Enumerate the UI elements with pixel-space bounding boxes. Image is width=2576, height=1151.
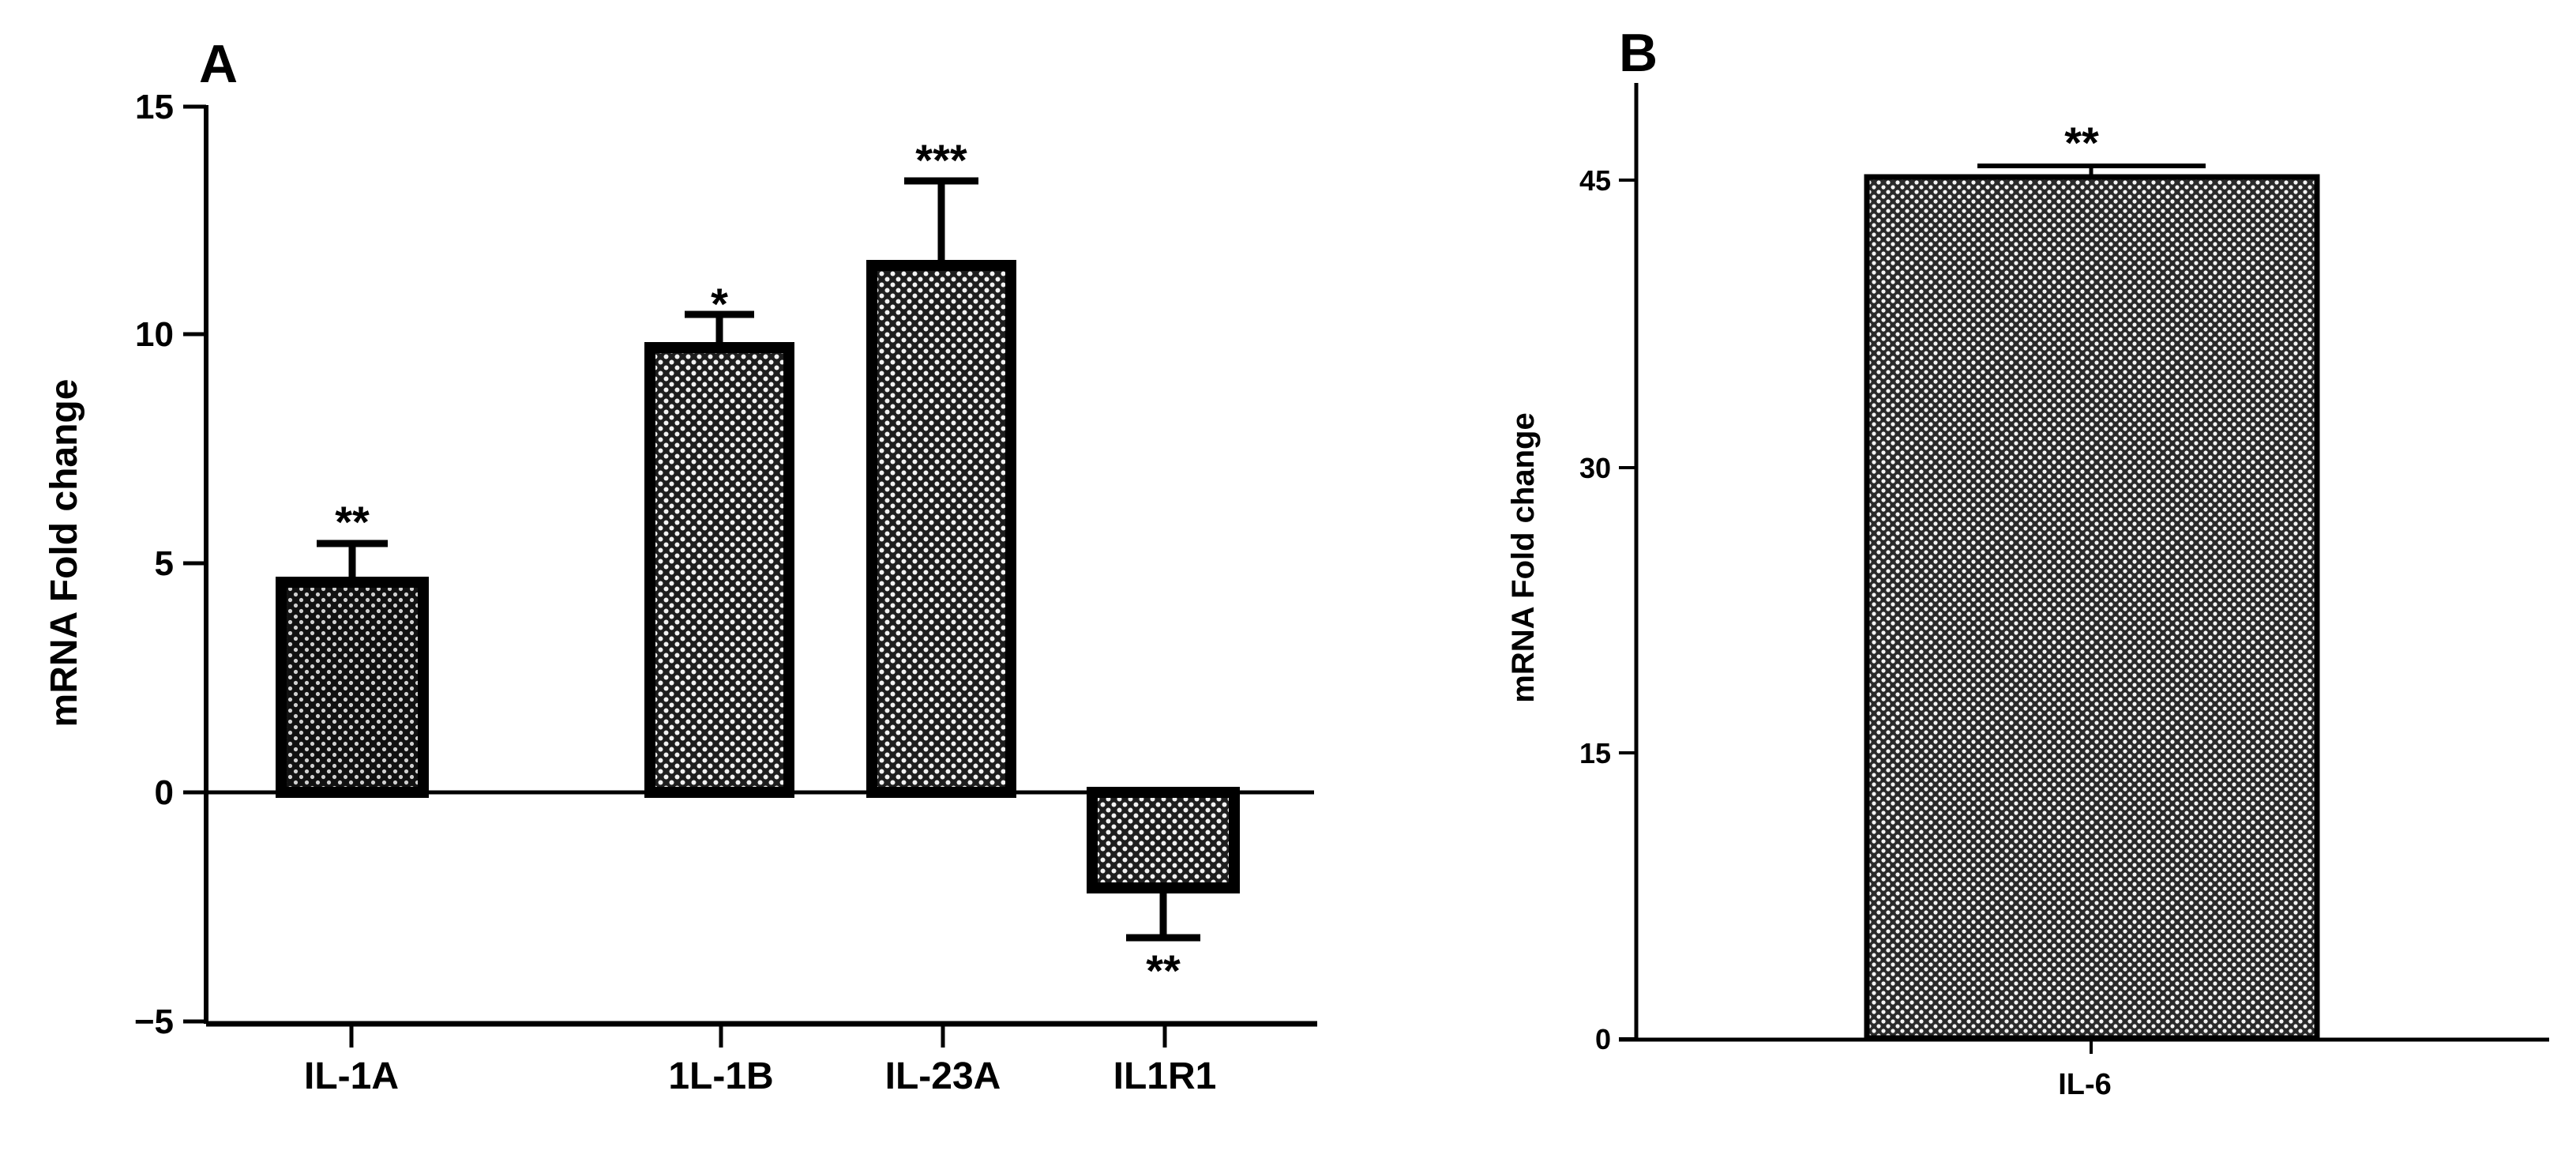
significance-marker: **	[335, 497, 370, 547]
bar-il-23a: ***	[866, 135, 1016, 798]
x-category-label: IL-23A	[885, 1055, 1001, 1097]
panel-a: A mRNA Fold change 15 10 5 0 −5	[43, 34, 1317, 1097]
significance-marker: **	[1146, 946, 1181, 995]
bar-il1r1: **	[1087, 787, 1240, 995]
panel-label-a: A	[199, 34, 238, 94]
x-category-label: IL1R1	[1113, 1055, 1217, 1097]
y-tick-label-b: 45	[1579, 164, 1611, 197]
y-tick-label-b: 15	[1579, 737, 1611, 769]
x-axis-b	[1619, 1037, 2549, 1054]
y-tick-label-a: 15	[135, 88, 174, 126]
bar-1l-1b: *	[644, 279, 794, 798]
y-tick-label-a: −5	[134, 1002, 174, 1041]
bar-il-6: **	[1864, 118, 2320, 1041]
y-tick-label-a: 0	[155, 773, 174, 812]
bar-il-1a: **	[276, 497, 429, 798]
panel-label-b: B	[1619, 23, 1658, 83]
panel-b: B mRNA Fold change 45 30 15 0 ** IL-6	[1506, 23, 2549, 1101]
significance-marker: **	[2064, 118, 2099, 167]
x-category-label: IL-6	[2058, 1068, 2112, 1101]
significance-marker: ***	[915, 135, 967, 185]
y-tick-label-a: 5	[155, 544, 174, 583]
y-axis-title-a: mRNA Fold change	[43, 379, 85, 728]
y-tick-label-a: 10	[135, 315, 174, 354]
x-category-label: IL-1A	[304, 1055, 399, 1097]
x-axis-a	[206, 1021, 1317, 1048]
y-tick-label-b: 30	[1579, 452, 1611, 484]
y-axis-title-b: mRNA Fold change	[1506, 412, 1541, 702]
y-axis-a: 15 10 5 0 −5	[134, 88, 208, 1041]
y-tick-label-b: 0	[1595, 1023, 1611, 1055]
x-category-label: 1L-1B	[668, 1055, 773, 1097]
significance-marker: *	[711, 279, 728, 329]
y-axis-b: 45 30 15 0	[1579, 83, 1639, 1055]
